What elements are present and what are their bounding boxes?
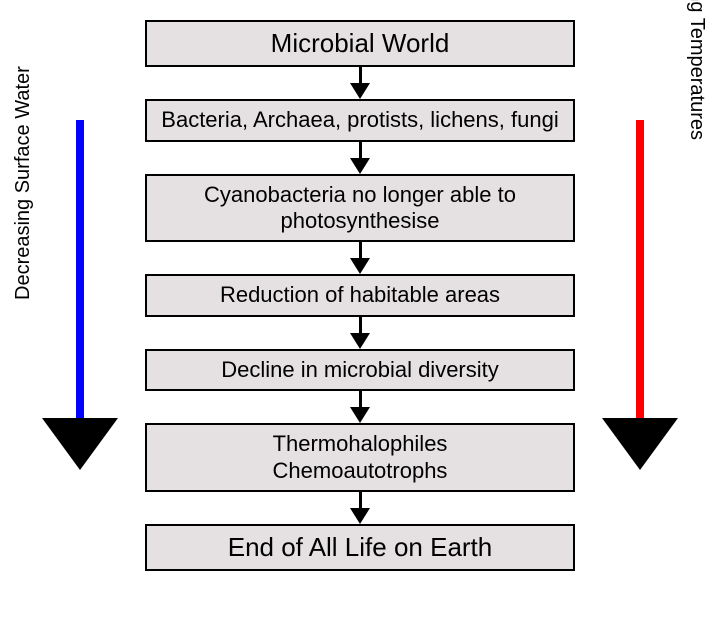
flow-box-1: Bacteria, Archaea, protists, lichens, fu… — [145, 99, 575, 141]
box-text: Thermohalophiles — [273, 431, 448, 456]
flow-box-3: Reduction of habitable areas — [145, 274, 575, 316]
flow-box-0: Microbial World — [145, 20, 575, 67]
side-label-right: Increasing Temperatures — [685, 0, 708, 140]
flow-box-5: Thermohalophiles Chemoautotrophs — [145, 423, 575, 492]
arrow-down-icon — [350, 242, 370, 274]
box-text: Bacteria, Archaea, protists, lichens, fu… — [161, 107, 558, 132]
box-text: Chemoautotrophs — [273, 458, 448, 483]
arrow-down-icon — [350, 67, 370, 99]
box-text: photosynthesise — [281, 208, 440, 233]
arrow-down-icon — [350, 391, 370, 423]
flow-box-6: End of All Life on Earth — [145, 524, 575, 571]
box-text: Cyanobacteria no longer able to — [204, 182, 516, 207]
side-arrow-left — [42, 120, 118, 470]
arrow-down-icon — [350, 317, 370, 349]
flow-box-4: Decline in microbial diversity — [145, 349, 575, 391]
box-text: Microbial World — [271, 28, 450, 58]
side-arrow-bar — [76, 120, 84, 420]
side-arrow-bar — [636, 120, 644, 420]
arrow-down-icon — [350, 492, 370, 524]
box-text: Decline in microbial diversity — [221, 357, 499, 382]
side-label-left: Decreasing Surface Water — [12, 66, 35, 300]
box-text: Reduction of habitable areas — [220, 282, 500, 307]
side-arrow-right — [602, 120, 678, 470]
flowchart-column: Microbial World Bacteria, Archaea, proti… — [145, 20, 575, 571]
box-text: End of All Life on Earth — [228, 532, 493, 562]
flow-box-2: Cyanobacteria no longer able to photosyn… — [145, 174, 575, 243]
arrow-down-icon — [42, 418, 118, 470]
arrow-down-icon — [602, 418, 678, 470]
arrow-down-icon — [350, 142, 370, 174]
